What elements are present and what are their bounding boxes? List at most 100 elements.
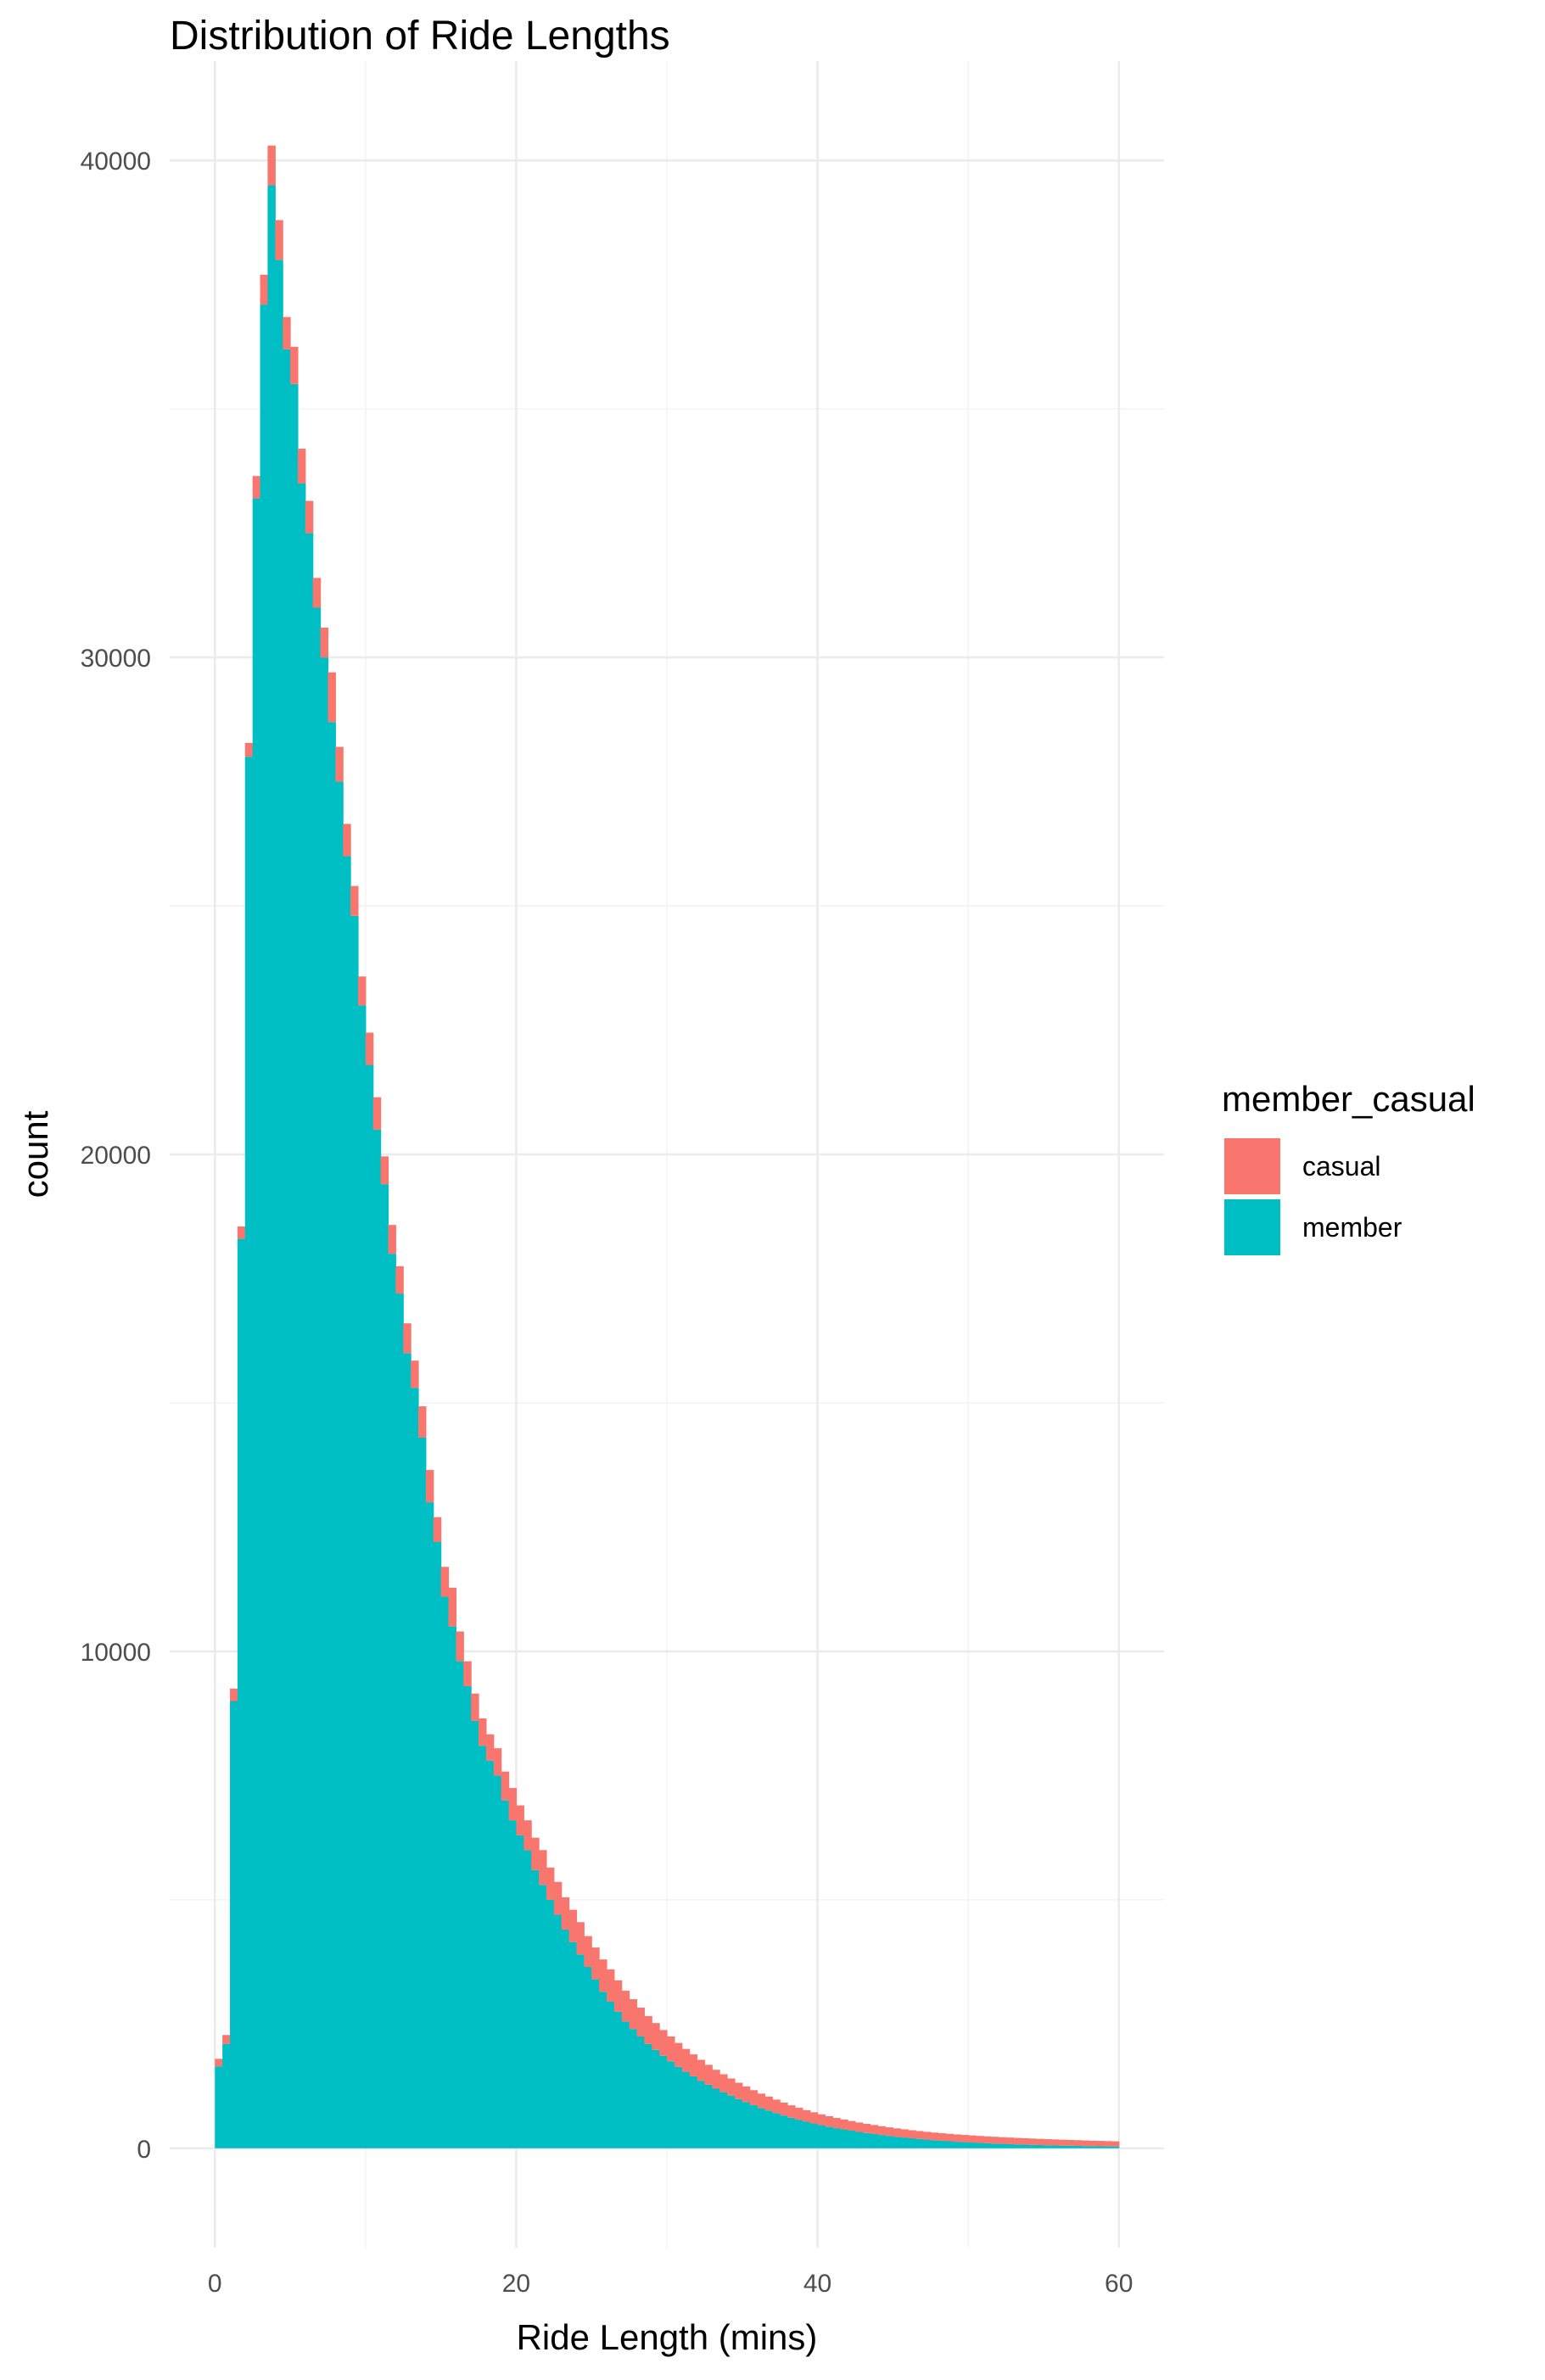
x-tick-label: 60 xyxy=(1105,2270,1133,2298)
bar-casual xyxy=(372,1097,382,1130)
bar-member xyxy=(794,2120,803,2148)
bar-casual xyxy=(290,346,299,384)
bar-casual xyxy=(584,1936,592,1967)
legend-key-casual xyxy=(1224,1138,1280,1194)
bar-member xyxy=(479,1746,487,2148)
bar-casual xyxy=(1021,2137,1029,2145)
bar-casual xyxy=(772,2099,781,2114)
bar-member xyxy=(960,2142,969,2148)
bar-casual xyxy=(1089,2140,1097,2147)
bar-member xyxy=(734,2098,743,2148)
bar-casual xyxy=(938,2133,947,2141)
axis-ticks: 0 20 40 60 0 10000 20000 30000 40000 xyxy=(81,148,1134,2298)
bar-member xyxy=(305,533,314,2148)
bar-member xyxy=(501,1800,510,2148)
bar-casual xyxy=(667,2036,675,2062)
bar-casual xyxy=(922,2131,932,2140)
bar-casual xyxy=(802,2109,811,2122)
bar-member xyxy=(998,2143,1007,2148)
bar-casual xyxy=(267,145,276,186)
bar-casual xyxy=(1103,2141,1112,2147)
bar-casual xyxy=(742,2086,751,2103)
bar-member xyxy=(840,2129,848,2148)
bar-casual xyxy=(877,2126,887,2136)
bar-member xyxy=(418,1437,427,2148)
bar-casual xyxy=(652,2023,660,2050)
bar-member xyxy=(372,1129,382,2148)
bar-casual xyxy=(825,2115,833,2127)
bar-casual xyxy=(425,1470,434,1503)
bar-member xyxy=(629,2029,638,2148)
bar-member xyxy=(1036,2145,1044,2148)
bar-casual xyxy=(531,1837,540,1870)
bar-casual xyxy=(848,2120,856,2131)
y-tick-label: 0 xyxy=(137,2136,151,2164)
bar-casual xyxy=(893,2128,901,2137)
bar-casual xyxy=(485,1734,495,1761)
bar-member xyxy=(433,1542,442,2148)
bar-casual xyxy=(403,1323,411,1354)
bar-member xyxy=(1089,2146,1097,2148)
bar-casual xyxy=(862,2123,871,2133)
bar-member xyxy=(780,2115,788,2148)
bar-casual xyxy=(448,1587,456,1627)
bar-casual xyxy=(471,1693,479,1721)
bar-member xyxy=(471,1720,479,2148)
bar-casual xyxy=(1028,2138,1037,2145)
bar-member xyxy=(930,2140,939,2148)
bar-casual xyxy=(613,1980,623,2012)
bar-member xyxy=(561,1930,570,2148)
bar-casual xyxy=(561,1897,570,1930)
bar-member xyxy=(508,1820,518,2148)
bar-member xyxy=(252,498,261,2148)
bar-casual xyxy=(327,672,336,723)
bar-member xyxy=(230,1701,238,2148)
bar-casual xyxy=(908,2130,916,2138)
bar-member xyxy=(395,1293,404,2148)
bar-casual xyxy=(704,2064,713,2085)
y-axis-title: count xyxy=(15,1110,55,1198)
bar-casual xyxy=(900,2129,909,2138)
bar-casual xyxy=(809,2112,819,2124)
bar-member xyxy=(749,2104,759,2148)
bar-casual xyxy=(689,2054,698,2076)
bar-casual xyxy=(982,2136,992,2143)
x-tick-label: 0 xyxy=(208,2270,222,2298)
bar-member xyxy=(854,2131,864,2148)
bar-member xyxy=(411,1388,419,2148)
bar-casual xyxy=(433,1517,442,1543)
bar-member xyxy=(553,1914,563,2148)
bar-member xyxy=(900,2137,909,2148)
bar-member xyxy=(380,1184,389,2148)
bar-member xyxy=(712,2088,720,2148)
bar-member xyxy=(877,2135,887,2148)
bar-member xyxy=(215,2066,223,2148)
bar-member xyxy=(938,2140,947,2148)
bar-casual xyxy=(553,1881,563,1915)
bar-member xyxy=(825,2126,833,2148)
y-tick-label: 10000 xyxy=(81,1639,151,1667)
bar-member xyxy=(704,2084,713,2148)
bar-member xyxy=(388,1254,396,2148)
bar-casual xyxy=(1058,2139,1067,2146)
bar-casual xyxy=(817,2114,826,2126)
bar-casual xyxy=(915,2131,924,2139)
bar-casual xyxy=(734,2082,743,2099)
bar-casual xyxy=(479,1718,487,1746)
bar-member xyxy=(870,2133,879,2148)
bar-casual xyxy=(998,2137,1007,2144)
bar-member xyxy=(275,260,283,2148)
y-tick-label: 20000 xyxy=(81,1142,151,1170)
y-tick-label: 30000 xyxy=(81,645,151,673)
legend: member_casual casual member xyxy=(1222,1079,1475,1255)
bar-member xyxy=(1013,2144,1022,2148)
bar-member xyxy=(357,1005,367,2148)
bar-member xyxy=(885,2136,893,2148)
bar-casual xyxy=(335,746,344,782)
bar-member xyxy=(576,1954,585,2148)
bar-casual xyxy=(456,1631,464,1662)
bar-member xyxy=(862,2132,871,2148)
bar-member xyxy=(953,2142,961,2148)
bar-member xyxy=(456,1661,464,2148)
